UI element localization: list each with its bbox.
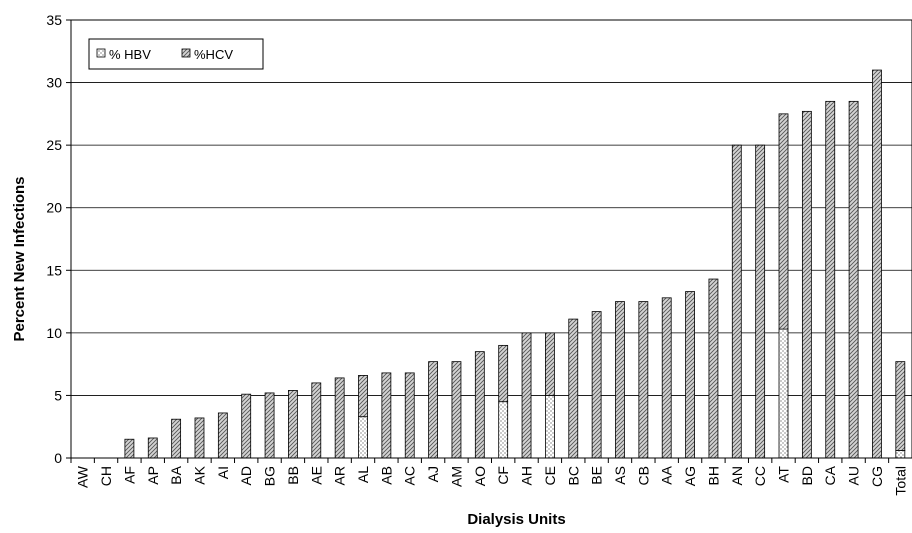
y-tick-label: 5	[54, 387, 62, 403]
bar-hcv-ah	[521, 332, 532, 459]
x-tick-label-ab: AB	[378, 466, 394, 485]
legend-swatch-hcv	[181, 48, 191, 58]
bar-hcv-ag	[685, 291, 695, 459]
x-axis-title: Dialysis Units	[467, 511, 565, 528]
x-tick-label-ce: CE	[542, 466, 558, 485]
bar-hcv-ab	[381, 372, 392, 459]
bars	[124, 69, 906, 459]
x-tick-label-bb: BB	[285, 466, 301, 485]
bar-hcv-bd	[801, 110, 812, 459]
x-tick-label-ag: AG	[682, 466, 698, 486]
x-tick-label-ca: CA	[822, 465, 838, 485]
x-tick-label-an: AN	[729, 466, 745, 485]
legend-swatch-hbv	[96, 48, 106, 58]
x-tick-label-aa: AA	[659, 465, 675, 484]
x-tick-label-ao: AO	[472, 466, 488, 486]
x-tick-label-ap: AP	[145, 466, 161, 485]
x-tick-label-ai: AI	[215, 466, 231, 479]
bar-hbv-at	[778, 328, 789, 459]
bar-hcv-am	[451, 361, 462, 459]
bar-hcv-cc	[755, 144, 766, 459]
x-tick-label-am: AM	[448, 466, 464, 487]
x-tick-label-as: AS	[612, 466, 628, 485]
x-tick-label-total: Total	[892, 466, 908, 496]
bar-hcv-ai	[217, 412, 228, 459]
x-tick-label-al: AL	[355, 466, 371, 483]
legend-box	[88, 38, 264, 70]
bar-hcv-bc	[568, 318, 579, 459]
bar-hcv-bg	[264, 392, 275, 459]
bar-hcv-an	[731, 144, 742, 459]
x-tick-label-ah: AH	[519, 466, 535, 485]
x-tick-label-cc: CC	[752, 466, 768, 486]
x-tick-label-cg: CG	[869, 466, 885, 487]
x-tick-label-bc: BC	[565, 466, 581, 485]
bar-hcv-ad	[241, 393, 252, 459]
bar-hcv-au	[848, 100, 859, 459]
legend-label-hcv: %HCV	[194, 47, 233, 62]
bar-hcv-cb	[638, 301, 649, 459]
bar-hcv-cg	[872, 69, 882, 459]
bar-hcv-ao	[474, 351, 485, 459]
x-tick-label-aw: AW	[75, 465, 91, 488]
x-tick-label-ar: AR	[332, 466, 348, 485]
x-tick-label-cf: CF	[495, 466, 511, 485]
x-tick-label-aj: AJ	[425, 466, 441, 482]
y-tick-label: 30	[46, 75, 62, 91]
bar-hcv-aj	[428, 361, 438, 459]
x-tick-label-bd: BD	[799, 466, 815, 485]
x-tick-label-ac: AC	[402, 466, 418, 485]
y-axis-title: Percent New Infections	[11, 176, 28, 341]
bar-hbv-ce	[545, 395, 555, 459]
bar-hcv-ak	[194, 417, 205, 459]
bar-hcv-ba	[171, 418, 182, 459]
x-tick-label-au: AU	[846, 466, 862, 485]
bar-hcv-ce	[545, 332, 555, 396]
legend: % HBV %HCV	[88, 38, 264, 70]
bar-hbv-total	[895, 450, 906, 459]
x-tick-label-ak: AK	[191, 465, 207, 484]
bar-hbv-cf	[498, 401, 509, 459]
bar-hcv-ap	[147, 437, 158, 459]
bar-hcv-al	[358, 375, 368, 418]
bar-hcv-ae	[311, 382, 322, 459]
x-tick-label-bg: BG	[262, 466, 278, 486]
bar-hcv-total	[895, 361, 906, 451]
y-tick-label: 25	[46, 137, 62, 153]
bar-hbv-al	[358, 416, 368, 459]
bar-hcv-at	[778, 113, 789, 330]
y-tick-label: 20	[46, 200, 62, 216]
y-tick-label: 15	[46, 262, 62, 278]
bar-hcv-ac	[404, 372, 415, 459]
x-tick-label-ad: AD	[238, 466, 254, 485]
y-tick-label: 35	[46, 12, 62, 28]
x-tick-label-ae: AE	[308, 466, 324, 485]
x-tick-label-af: AF	[121, 466, 137, 484]
bar-hcv-ca	[825, 100, 836, 459]
x-tick-label-ba: BA	[168, 465, 184, 484]
x-tick-label-at: AT	[776, 466, 792, 483]
bar-hcv-be	[591, 311, 602, 459]
x-axis-ticks: AW CH AF AP BA AK AI AD BG BB AE AR AL AB AC AJ AM AO CF AH…	[70, 458, 908, 496]
bar-hcv-bb	[288, 390, 298, 459]
x-tick-label-cb: CB	[635, 466, 651, 485]
legend-label-hbv: % HBV	[109, 47, 151, 62]
bar-hcv-as	[615, 301, 625, 459]
x-tick-label-be: BE	[589, 466, 605, 485]
x-tick-label-bh: BH	[705, 466, 721, 485]
bar-hcv-bh	[708, 278, 719, 459]
y-axis-ticks: 0 5 10 15 20 25 30 35	[46, 12, 71, 466]
gridlines	[71, 82, 912, 396]
y-tick-label: 0	[54, 450, 62, 466]
bar-hcv-aa	[661, 297, 672, 459]
y-tick-label: 10	[46, 325, 62, 341]
bar-hcv-af	[124, 438, 135, 459]
bar-hcv-cf	[498, 344, 509, 403]
bar-hcv-ar	[334, 377, 345, 459]
x-tick-label-ch: CH	[98, 466, 114, 486]
